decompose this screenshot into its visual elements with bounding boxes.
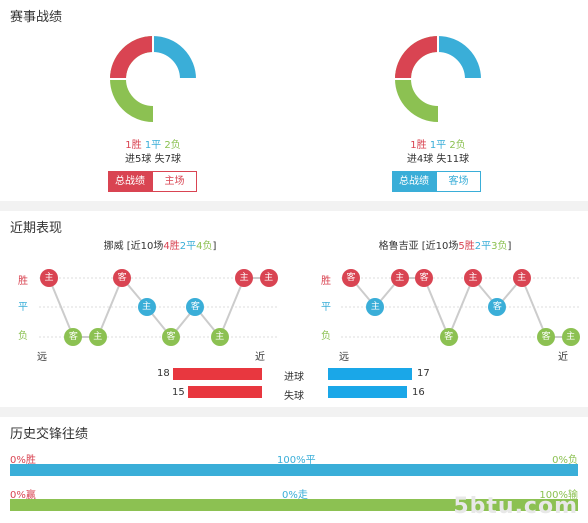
- losses-label: 2负: [164, 140, 181, 151]
- summary-prefix: [近10场: [418, 241, 459, 252]
- wins-count: 4胜: [163, 241, 180, 252]
- match-result-node[interactable]: 主: [512, 269, 531, 287]
- conceded-left-bar: [188, 386, 262, 398]
- overall-record-button[interactable]: 总战绩: [392, 171, 436, 192]
- head-to-head-section: 历史交锋往绩 0%胜 100%平 0%负 0%赢 0%走 100%输 5btu.…: [0, 417, 588, 523]
- watermark-logo: 5btu.com: [453, 494, 578, 519]
- match-result-node[interactable]: 客: [439, 328, 458, 346]
- form-lines: [341, 276, 581, 340]
- match-result-node[interactable]: 主: [464, 269, 482, 287]
- goals-left-value: 18: [157, 368, 170, 379]
- conceded-right-bar: [328, 386, 407, 398]
- section-title: 赛事战绩: [10, 10, 63, 25]
- match-result-node[interactable]: 客: [186, 298, 205, 316]
- match-result-node[interactable]: 客: [162, 328, 180, 346]
- conceded-left-value: 15: [172, 387, 185, 398]
- match-result-node[interactable]: 主: [390, 269, 409, 287]
- lose-pct: 100%输: [539, 490, 578, 501]
- y-label-win: 胜: [18, 276, 28, 287]
- conceded-label: 失球: [284, 391, 304, 402]
- losses-count: 4负: [196, 241, 213, 252]
- losses-label: 2负: [449, 140, 466, 151]
- losses-count: 3负: [491, 241, 508, 252]
- draws-label: 1平: [429, 140, 447, 151]
- goals-left-bar: [173, 368, 262, 380]
- far-label: 远: [339, 352, 349, 363]
- far-label: 远: [37, 352, 47, 363]
- match-record-section: 赛事战绩 1胜 1平 2负 进5球 失7球 总战绩 主场 1胜 1平 2负 进4…: [0, 0, 588, 201]
- near-label: 近: [558, 352, 568, 363]
- match-result-node[interactable]: 主: [235, 269, 254, 287]
- match-result-node[interactable]: 主: [561, 328, 580, 346]
- wins-label: 1胜: [410, 140, 427, 151]
- match-result-node[interactable]: 主: [40, 269, 58, 287]
- goals-line: 进4球 失11球: [406, 154, 470, 165]
- match-result-node[interactable]: 客: [342, 269, 360, 287]
- draws-count: 2平: [179, 241, 197, 252]
- handicap-row: 0%赢 0%走 100%输: [10, 486, 578, 516]
- match-result-node[interactable]: 主: [210, 328, 229, 346]
- summary-prefix: [近10场: [123, 241, 164, 252]
- cover-pct: 0%赢: [10, 490, 36, 501]
- goals-label: 进球: [284, 372, 304, 383]
- summary-suffix: ]: [212, 241, 217, 252]
- match-result-node[interactable]: 客: [488, 298, 507, 316]
- match-result-node[interactable]: 主: [137, 298, 156, 316]
- section-title: 近期表现: [10, 221, 63, 236]
- goals-right-value: 17: [417, 368, 430, 379]
- right-donut-chart: [395, 36, 481, 122]
- push-pct: 0%走: [282, 490, 308, 501]
- team-name: 格鲁吉亚: [378, 241, 419, 252]
- wins-count: 5胜: [458, 241, 475, 252]
- near-label: 近: [255, 352, 265, 363]
- home-record-button[interactable]: 主场: [152, 171, 197, 192]
- summary-suffix: ]: [507, 241, 512, 252]
- result-bar: [10, 464, 578, 476]
- draws-label: 1平: [144, 140, 162, 151]
- overall-record-button[interactable]: 总战绩: [108, 171, 152, 192]
- handicap-bar: [10, 499, 578, 511]
- right-record-stats: 1胜 1平 2负 进4球 失11球: [378, 139, 498, 167]
- y-label-draw: 平: [18, 302, 28, 313]
- match-result-node[interactable]: 客: [537, 328, 556, 346]
- match-result-node[interactable]: 客: [113, 269, 132, 287]
- left-donut-chart: [110, 36, 196, 122]
- draws-count: 2平: [474, 241, 492, 252]
- match-result-node[interactable]: 主: [88, 328, 107, 346]
- recent-form-section: 近期表现 挪威 [近10场4胜2平4负] 格鲁吉亚 [近10场5胜2平3负] 胜…: [0, 211, 588, 407]
- team-name: 挪威: [103, 241, 124, 252]
- right-form-chart: 胜 平 负 远 近 客主主客客主客主客主: [294, 261, 588, 363]
- left-team-summary: 挪威 [近10场4胜2平4负]: [60, 237, 260, 252]
- y-label-loss: 负: [321, 331, 331, 342]
- match-result-node[interactable]: 客: [415, 269, 434, 287]
- win-pct: 0%胜: [10, 455, 36, 466]
- conceded-right-value: 16: [412, 387, 425, 398]
- y-label-draw: 平: [321, 302, 331, 313]
- right-team-summary: 格鲁吉亚 [近10场5胜2平3负]: [345, 237, 545, 252]
- y-label-win: 胜: [321, 276, 331, 287]
- result-row: 0%胜 100%平 0%负: [10, 451, 578, 481]
- y-label-loss: 负: [18, 331, 28, 342]
- goals-right-bar: [328, 368, 412, 380]
- match-result-node[interactable]: 客: [64, 328, 83, 346]
- form-lines: [39, 276, 279, 339]
- wins-label: 1胜: [125, 140, 142, 151]
- match-result-node[interactable]: 主: [366, 298, 385, 316]
- goals-line: 进5球 失7球: [125, 154, 181, 165]
- match-result-node[interactable]: 主: [259, 269, 278, 287]
- left-form-chart: 胜 平 负 远 近 主客主客主客客主主主: [0, 261, 294, 363]
- loss-pct: 0%负: [552, 455, 578, 466]
- away-record-button[interactable]: 客场: [436, 171, 481, 192]
- draw-pct: 100%平: [277, 455, 316, 466]
- section-title: 历史交锋往绩: [10, 427, 89, 442]
- left-record-stats: 1胜 1平 2负 进5球 失7球: [93, 139, 213, 167]
